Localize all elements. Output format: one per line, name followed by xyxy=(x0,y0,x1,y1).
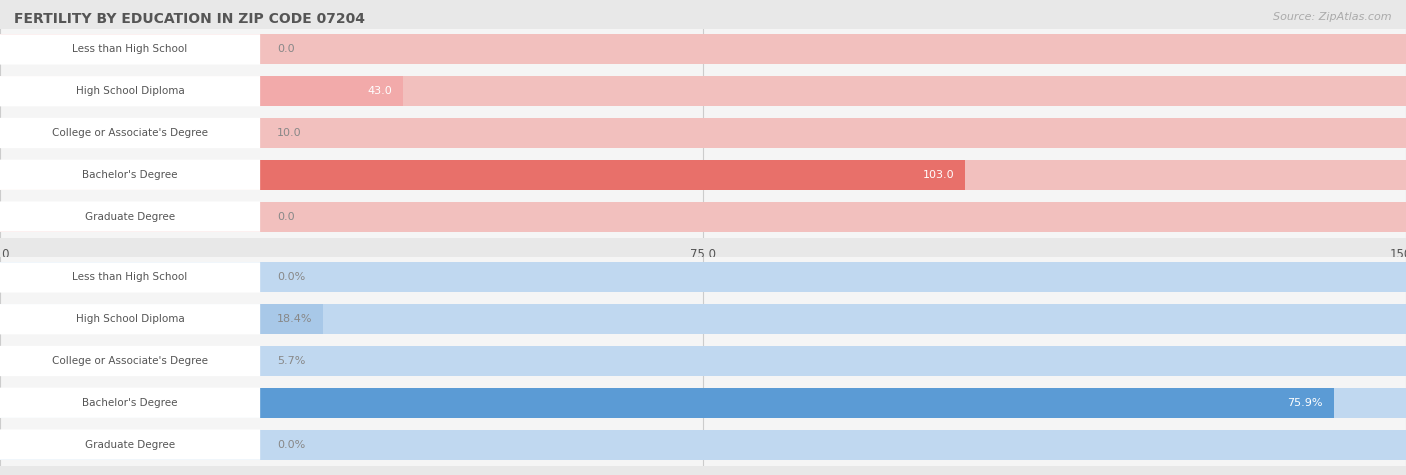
FancyBboxPatch shape xyxy=(0,76,260,106)
FancyBboxPatch shape xyxy=(0,262,260,293)
Bar xyxy=(0,298,1406,340)
Bar xyxy=(0,160,1406,190)
Bar xyxy=(0,424,1406,466)
FancyBboxPatch shape xyxy=(0,34,260,65)
FancyBboxPatch shape xyxy=(0,201,260,232)
Text: College or Associate's Degree: College or Associate's Degree xyxy=(52,128,208,138)
Bar xyxy=(0,118,94,148)
Bar xyxy=(0,262,1406,293)
Bar xyxy=(0,201,1406,232)
Bar xyxy=(0,429,1406,460)
Bar xyxy=(0,118,1406,148)
Bar xyxy=(0,154,1406,196)
FancyBboxPatch shape xyxy=(0,118,260,148)
Bar xyxy=(0,160,966,190)
Text: 0.0%: 0.0% xyxy=(277,272,305,283)
Bar xyxy=(0,304,1406,334)
Text: Graduate Degree: Graduate Degree xyxy=(84,211,176,222)
FancyBboxPatch shape xyxy=(0,304,260,334)
Text: 0.0: 0.0 xyxy=(277,44,295,55)
Text: 0.0: 0.0 xyxy=(277,211,295,222)
Bar xyxy=(0,70,1406,112)
Bar xyxy=(0,346,1406,376)
Bar xyxy=(0,340,1406,382)
Text: 75.9%: 75.9% xyxy=(1288,398,1323,408)
Text: Less than High School: Less than High School xyxy=(73,272,187,283)
Text: 0.0%: 0.0% xyxy=(277,439,305,450)
FancyBboxPatch shape xyxy=(0,388,260,418)
Text: Less than High School: Less than High School xyxy=(73,44,187,55)
Bar xyxy=(0,76,1406,106)
Text: High School Diploma: High School Diploma xyxy=(76,86,184,96)
Bar xyxy=(0,346,100,376)
Text: College or Associate's Degree: College or Associate's Degree xyxy=(52,356,208,366)
Bar xyxy=(0,28,1406,70)
Text: 18.4%: 18.4% xyxy=(277,314,312,324)
Bar xyxy=(0,76,404,106)
Text: 103.0: 103.0 xyxy=(922,170,955,180)
FancyBboxPatch shape xyxy=(0,160,260,190)
Bar xyxy=(0,388,1406,418)
Bar xyxy=(0,382,1406,424)
Text: Bachelor's Degree: Bachelor's Degree xyxy=(83,170,177,180)
Text: 43.0: 43.0 xyxy=(367,86,392,96)
Text: FERTILITY BY EDUCATION IN ZIP CODE 07204: FERTILITY BY EDUCATION IN ZIP CODE 07204 xyxy=(14,12,366,26)
Bar xyxy=(0,196,1406,238)
FancyBboxPatch shape xyxy=(0,346,260,376)
FancyBboxPatch shape xyxy=(0,429,260,460)
Bar xyxy=(0,256,1406,298)
Text: 10.0: 10.0 xyxy=(277,128,302,138)
Bar xyxy=(0,34,1406,65)
Text: Bachelor's Degree: Bachelor's Degree xyxy=(83,398,177,408)
Text: High School Diploma: High School Diploma xyxy=(76,314,184,324)
Text: 5.7%: 5.7% xyxy=(277,356,305,366)
Bar xyxy=(0,304,323,334)
Text: Source: ZipAtlas.com: Source: ZipAtlas.com xyxy=(1274,12,1392,22)
Bar xyxy=(0,112,1406,154)
Bar xyxy=(0,388,1334,418)
Text: Graduate Degree: Graduate Degree xyxy=(84,439,176,450)
